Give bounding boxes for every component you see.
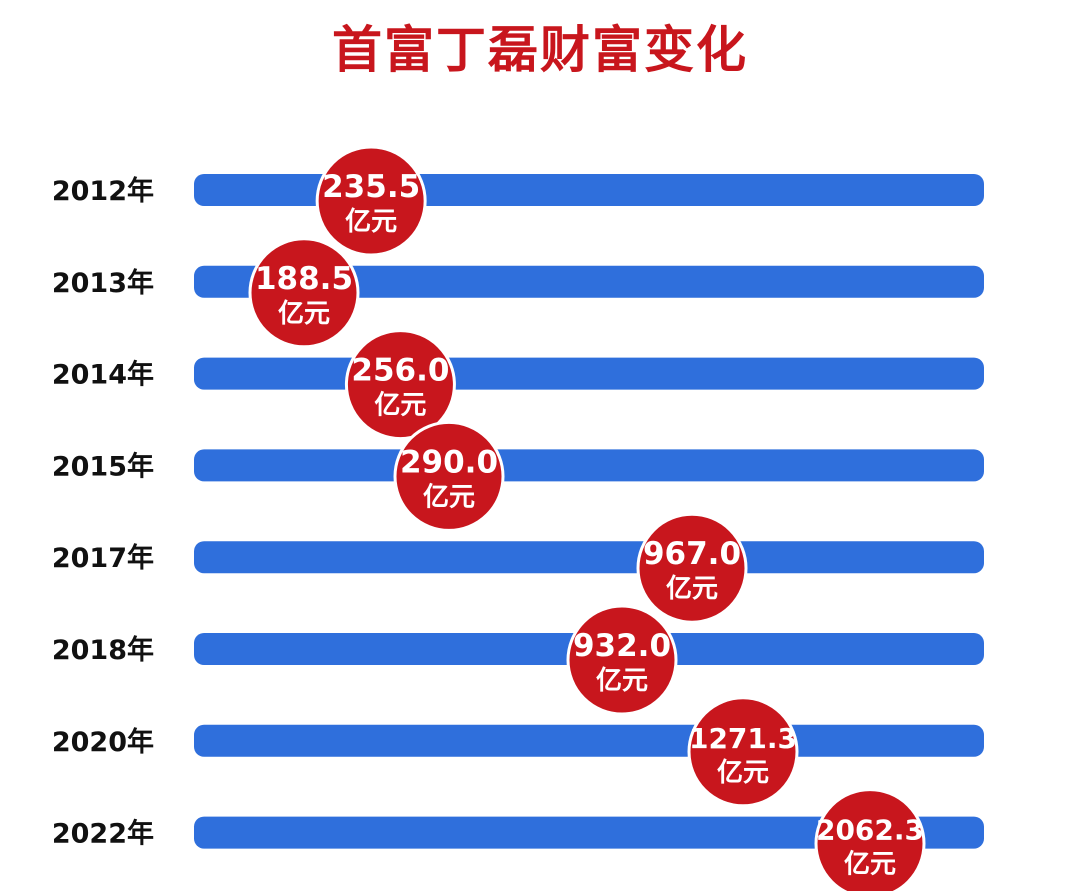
value-label: 290.0 [400, 444, 498, 480]
value-bubble: 290.0亿元 [393, 420, 505, 532]
value-bubble: 188.5亿元 [248, 237, 360, 349]
year-label: 2014年 [52, 359, 154, 391]
value-bubble: 256.0亿元 [344, 329, 456, 441]
track-bar [194, 174, 984, 206]
unit-label: 亿元 [278, 299, 330, 329]
unit-label: 亿元 [423, 482, 475, 512]
year-label: 2017年 [52, 542, 154, 574]
value-bubble-circle [315, 145, 427, 257]
year-label: 2013年 [52, 267, 154, 299]
value-bubble-circle [248, 237, 360, 349]
value-bubble: 1271.3亿元 [687, 696, 799, 808]
value-label: 188.5 [255, 261, 353, 297]
value-bubble: 932.0亿元 [566, 604, 678, 716]
year-label: 2015年 [52, 450, 154, 482]
year-label: 2012年 [52, 175, 154, 207]
year-label: 2018年 [52, 634, 154, 666]
value-bubble-circle [393, 420, 505, 532]
value-bubble-circle [636, 512, 748, 624]
chart-title: 首富丁磊财富变化 [332, 21, 748, 79]
value-bubble: 235.5亿元 [315, 145, 427, 257]
track-bar [194, 357, 984, 390]
value-bubble-circle [344, 329, 456, 441]
value-bubble-circle [687, 696, 799, 808]
value-bubble: 2062.3亿元 [814, 788, 926, 891]
track-bar [194, 724, 984, 757]
year-label: 2022年 [52, 818, 154, 850]
unit-label: 亿元 [596, 666, 648, 696]
value-label: 235.5 [322, 169, 420, 205]
unit-label: 亿元 [666, 574, 718, 604]
track-bar [194, 541, 984, 574]
value-bubble: 967.0亿元 [636, 512, 748, 624]
value-label: 932.0 [573, 628, 671, 664]
value-bubble-circle [814, 788, 926, 891]
unit-label: 亿元 [844, 850, 896, 880]
value-label: 256.0 [351, 353, 449, 389]
value-label: 2062.3 [816, 814, 924, 847]
value-bubble-circle [566, 604, 678, 716]
unit-label: 亿元 [374, 391, 426, 421]
track-bar [194, 265, 984, 298]
value-label: 1271.3 [689, 722, 797, 755]
unit-label: 亿元 [345, 207, 397, 237]
track-bar [194, 449, 984, 482]
value-label: 967.0 [643, 536, 741, 572]
year-label: 2020年 [52, 726, 154, 758]
unit-label: 亿元 [717, 758, 769, 788]
track-bar [194, 816, 984, 849]
